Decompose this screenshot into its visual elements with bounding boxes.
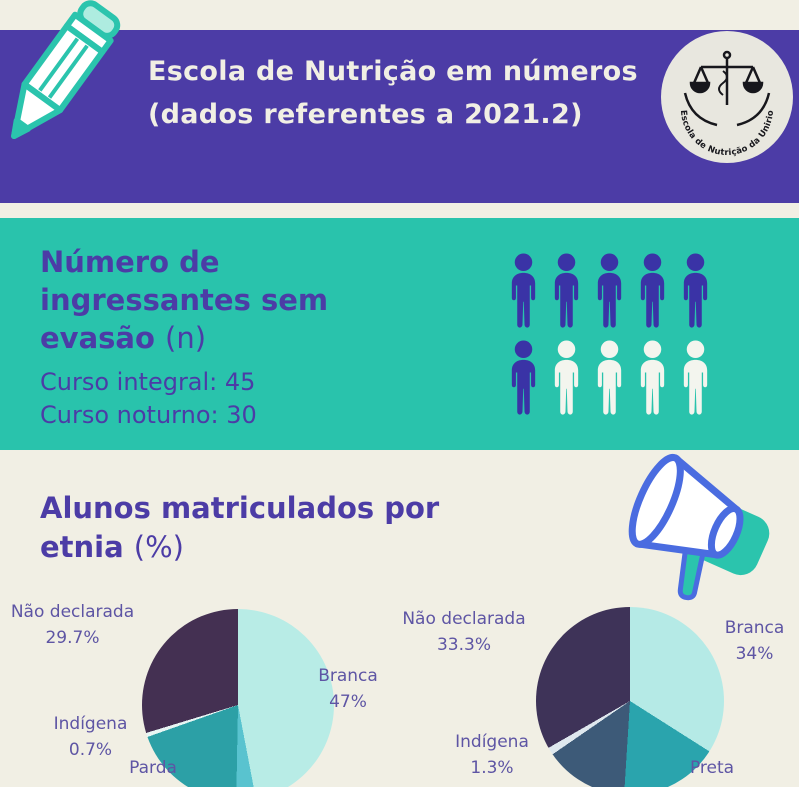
pie-callout-nao-declarada: Não declarada 33.3%	[400, 606, 528, 658]
person-icon	[511, 253, 536, 328]
enrollment-heading: Número de ingressantes sem evasão (n)	[40, 243, 370, 357]
callout-label: Parda	[129, 758, 177, 778]
callout-label: Não declarada	[402, 609, 526, 629]
people-pictogram	[506, 252, 713, 426]
scales-icon	[683, 50, 771, 127]
pie-callout-indigena: Indígena 1.3%	[428, 729, 556, 781]
person-icon	[683, 253, 708, 328]
pencil-icon	[11, 0, 121, 140]
person-icon	[511, 340, 536, 415]
person-icon	[683, 340, 708, 415]
ethnicity-heading-text: Alunos matriculados por etnia	[40, 491, 440, 564]
person-icon	[640, 253, 665, 328]
curso-integral-line: Curso integral: 45	[40, 368, 256, 396]
callout-value: 29.7%	[45, 628, 100, 648]
ethnicity-heading-note: (%)	[133, 530, 184, 564]
pie-callout-preta: Preta	[668, 755, 756, 781]
callout-label: Branca	[724, 618, 785, 638]
megaphone-icon	[628, 453, 770, 601]
pie-callout-branca: Branca 47%	[298, 663, 398, 715]
page-title: Escola de Nutrição em números (dados ref…	[148, 50, 638, 136]
callout-value: 33.3%	[436, 635, 491, 655]
unirio-logo: Escola de Nutrição da Unirio	[661, 31, 793, 163]
pie-callout-indigena: Indígena 0.7%	[28, 711, 153, 763]
pie-left	[142, 609, 334, 787]
pie-callout-nao-declarada: Não declarada 29.7%	[5, 599, 140, 651]
enrollment-heading-text: Número de ingressantes sem evasão	[40, 245, 329, 355]
callout-value: 0.7%	[68, 740, 113, 760]
pie-right	[536, 607, 724, 787]
callout-label: Indígena	[53, 714, 128, 734]
person-icon	[597, 340, 622, 415]
callout-label: Não declarada	[10, 602, 135, 622]
ethnicity-heading: Alunos matriculados por etnia (%)	[40, 489, 500, 567]
callout-value: 34%	[735, 644, 774, 664]
curso-noturno-line: Curso noturno: 30	[40, 401, 257, 429]
callout-label: Branca	[318, 666, 378, 686]
enrollment-heading-note: (n)	[165, 321, 207, 355]
person-icon	[640, 340, 665, 415]
callout-value: 47%	[329, 692, 367, 712]
ethnicity-pie-right: Não declarada 33.3% Branca 34% Indígena …	[400, 593, 799, 787]
pie-callout-branca: Branca 34%	[710, 615, 799, 667]
enrollment-section	[0, 218, 799, 450]
callout-label: Preta	[689, 758, 735, 778]
pie-callout-parda: Parda	[98, 755, 208, 781]
title-line-2: (dados referentes a 2021.2)	[148, 99, 583, 130]
callout-value: 1.3%	[470, 758, 514, 778]
ethnicity-pie-left: Não declarada 29.7% Branca 47% Indígena …	[0, 593, 400, 787]
person-icon	[597, 253, 622, 328]
enrollment-figures: Curso integral: 45 Curso noturno: 30	[40, 366, 257, 432]
callout-label: Indígena	[455, 732, 529, 752]
title-line-1: Escola de Nutrição em números	[148, 56, 638, 87]
person-icon	[554, 253, 579, 328]
person-icon	[554, 340, 579, 415]
